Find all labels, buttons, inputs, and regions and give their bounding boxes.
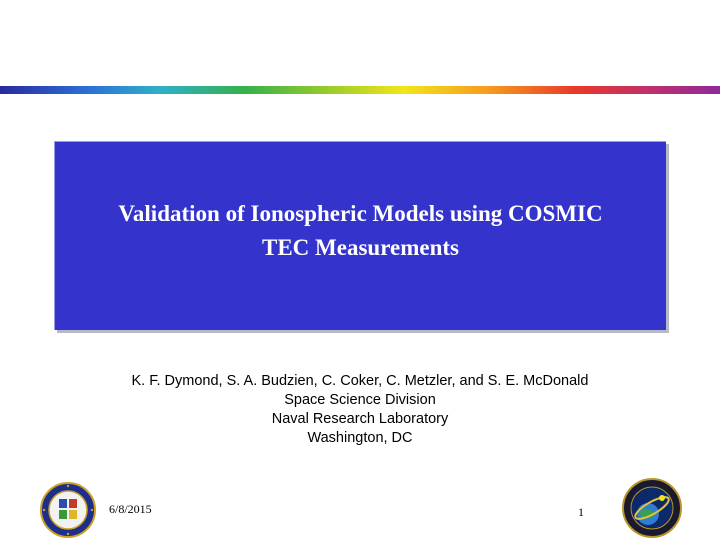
author-block: K. F. Dymond, S. A. Budzien, C. Coker, C…: [0, 372, 720, 448]
slide-title-line-2: TEC Measurements: [262, 235, 459, 260]
naval-research-laboratory-seal-icon: [40, 482, 96, 538]
author-list: K. F. Dymond, S. A. Budzien, C. Coker, C…: [131, 373, 589, 389]
title-box: Validation of Ionospheric Models using C…: [54, 141, 666, 330]
space-science-division-emblem-icon: [622, 478, 682, 538]
slide-title: Validation of Ionospheric Models using C…: [55, 197, 666, 265]
laboratory-name: Naval Research Laboratory: [271, 411, 449, 427]
rainbow-divider-bar: [0, 86, 720, 94]
location-text: Washington, DC: [307, 430, 413, 446]
slide-title-line-1: Validation of Ionospheric Models using C…: [118, 201, 603, 226]
division-name: Space Science Division: [284, 392, 436, 408]
slide-date: 6/8/2015: [109, 502, 152, 516]
page-number: 1: [578, 505, 584, 519]
